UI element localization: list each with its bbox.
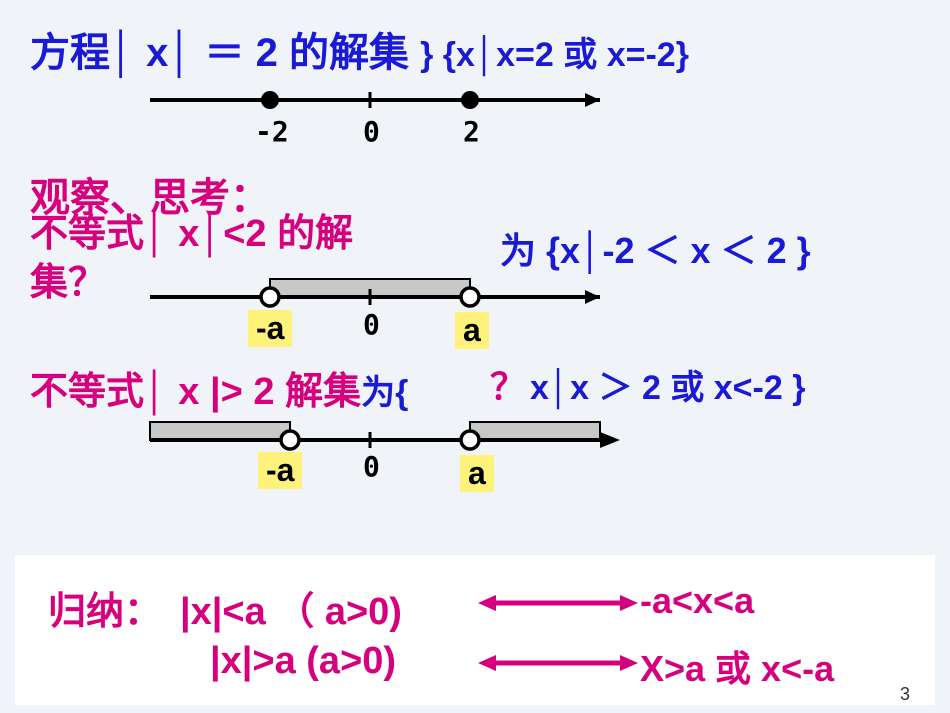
q2-text: 不等式│ x |> 2 解集为{ xyxy=(30,360,408,415)
a2-text: x│x ＞ 2 或 x<-2 } xyxy=(530,360,805,409)
nl2-left-label: -a xyxy=(248,310,292,347)
title-line: 方程│ x│ ＝ 2 的解集 } {x│x=2 或 x=-2} xyxy=(30,20,689,78)
rule2-right: X>a 或 x<-a xyxy=(640,640,834,692)
nl2-label-0: 0 xyxy=(363,308,380,341)
nl1-label-0: 0 xyxy=(363,115,380,148)
title-prefix: 方程│ x│ ＝ 2 的解集 xyxy=(30,31,409,75)
nl3-label-0: 0 xyxy=(363,450,380,483)
rule1-left: |x|<a （ a>0) xyxy=(180,580,402,635)
title-suffix: } {x│x=2 或 x=-2} xyxy=(420,36,689,74)
rule1-right: -a<x<a xyxy=(640,580,754,622)
q2-qmark: ？ xyxy=(490,358,526,410)
page-number: 3 xyxy=(900,684,910,705)
double-arrow-1 xyxy=(478,588,638,618)
nl3-left-label: -a xyxy=(258,452,302,489)
rule2-left: |x|>a (a>0) xyxy=(210,640,396,683)
slide-content: 方程│ x│ ＝ 2 的解集 } {x│x=2 或 x=-2} -2 0 2 观… xyxy=(0,0,950,713)
summary-label: 归纳： xyxy=(48,580,162,635)
double-arrow-2 xyxy=(478,648,638,678)
nl2-right-label: a xyxy=(455,312,489,349)
nl1-label-neg2: -2 xyxy=(255,115,289,148)
nl3-right-label: a xyxy=(460,455,494,492)
nl1-label-2: 2 xyxy=(463,115,480,148)
a1-text: 为 {x│-2 ＜ x ＜ 2 } xyxy=(500,222,811,274)
